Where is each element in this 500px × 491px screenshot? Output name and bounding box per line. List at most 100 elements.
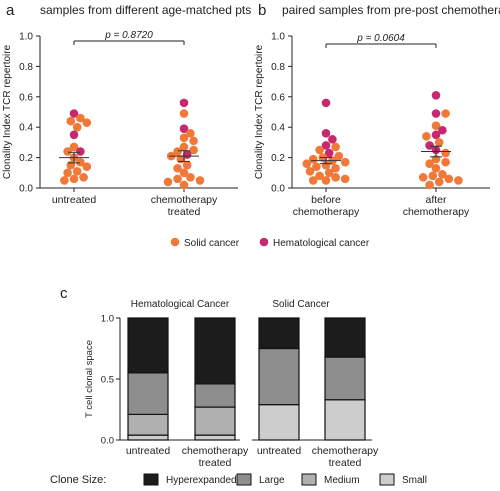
cancer-type-legend: Solid cancer Hematological cancer <box>170 237 370 249</box>
hematological-point <box>69 109 79 118</box>
group-title: Hematological Cancer <box>131 299 230 310</box>
y-tick-label: 0.8 <box>19 62 33 73</box>
solid-point <box>321 160 331 170</box>
solid-point <box>441 157 450 167</box>
y-tick-label: 0.0 <box>101 436 114 447</box>
x-tick-label: chemotherapy <box>151 194 218 206</box>
x-tick-label: chemotherapy <box>182 445 249 457</box>
hematological-point <box>321 141 331 150</box>
hematological-point <box>69 130 79 140</box>
hematological-point <box>179 124 189 134</box>
x-tick-label: untreated <box>52 194 97 206</box>
panel-b-title: paired samples from pre-post chemotherap… <box>282 3 500 17</box>
solid-point <box>173 163 182 173</box>
solid-point <box>63 147 72 156</box>
hematological-point <box>328 135 337 144</box>
x-tick-label: untreated <box>126 445 171 457</box>
hematological-point <box>179 98 189 108</box>
solid-point <box>340 157 350 167</box>
solid-point <box>195 176 205 185</box>
bar-segment-small <box>258 404 300 441</box>
solid-point <box>186 128 195 138</box>
y-tick-label: 0.6 <box>19 92 33 103</box>
legend-label: Medium <box>324 475 360 486</box>
solid-point <box>76 113 85 123</box>
y-axis-label: Clonality Index TCR repertoire <box>254 44 265 179</box>
solid-point <box>315 171 324 181</box>
bar-segment-large <box>324 356 366 401</box>
y-tick-label: 0.4 <box>271 123 285 134</box>
solid-point <box>444 174 454 184</box>
hematological-point <box>431 130 441 140</box>
group-title: Solid Cancer <box>272 299 330 310</box>
hematological-point <box>431 90 441 100</box>
solid-point <box>182 160 192 170</box>
panel-letter-b: b <box>258 2 266 19</box>
hematological-point <box>321 128 331 138</box>
bar-segment-small <box>324 399 366 441</box>
legend-dot <box>170 237 180 247</box>
bar-segment-hyperexpanded <box>324 317 366 358</box>
solid-point <box>331 142 340 152</box>
bar-segment-large <box>258 347 300 406</box>
pvalue-label: p = 0.0604 <box>356 33 405 44</box>
solid-point <box>82 162 92 172</box>
y-tick-label: 0.0 <box>19 184 33 195</box>
solid-point <box>179 142 189 152</box>
legend-dot <box>259 237 269 247</box>
y-axis-label: Clonality Index TCR repertoire <box>2 44 13 179</box>
hematological-point <box>324 148 334 158</box>
solid-point <box>308 176 318 185</box>
y-tick-label: 0.8 <box>271 62 285 73</box>
y-tick-label: 0.6 <box>271 92 285 103</box>
x-tick-label: treated <box>199 457 232 469</box>
hematological-point <box>321 98 331 108</box>
bar-segment-small <box>194 434 236 441</box>
panel-letter-c: c <box>60 285 68 302</box>
bar-segment-small <box>127 434 169 441</box>
x-tick-label: treated <box>168 206 201 218</box>
solid-point <box>441 148 450 158</box>
y-tick-label: 0.2 <box>19 153 33 164</box>
solid-point <box>312 162 321 172</box>
solid-point <box>305 166 315 176</box>
solid-point <box>438 170 447 179</box>
y-tick-label: 0.5 <box>101 375 114 386</box>
y-axis-label: T cell clonal space <box>84 340 95 418</box>
solid-point <box>321 176 331 185</box>
solid-point <box>302 159 312 168</box>
solid-point <box>179 168 189 178</box>
bar-segment-hyperexpanded <box>127 317 169 374</box>
solid-point <box>441 109 450 118</box>
hematological-point <box>182 150 192 159</box>
solid-point <box>189 136 198 146</box>
panel-a-title: samples from different age-matched pts <box>40 3 251 17</box>
solid-point <box>340 174 350 184</box>
y-tick-label: 1.0 <box>101 314 114 325</box>
solid-point <box>69 142 79 152</box>
hematological-point <box>425 141 434 150</box>
legend-dot-label: Solid cancer <box>184 238 240 249</box>
legend-swatch <box>379 473 395 486</box>
solid-point <box>76 157 85 167</box>
solid-point <box>179 133 189 143</box>
x-tick-label: chemotherapy <box>312 445 379 457</box>
solid-point <box>431 163 441 173</box>
solid-point <box>425 159 434 168</box>
solid-point <box>173 174 182 184</box>
solid-point <box>434 177 444 187</box>
legend-swatch <box>236 473 252 486</box>
bar-segment-hyperexpanded <box>258 317 300 350</box>
solid-point <box>63 168 72 178</box>
solid-point <box>334 151 344 161</box>
panel-c-stacked-bars: 0.0 0.5 1.0 T cell clonal space Hematologica… <box>84 299 379 469</box>
x-tick-label: chemotherapy <box>403 206 470 218</box>
legend-label: Large <box>259 475 285 486</box>
solid-point <box>66 116 76 126</box>
solid-point <box>418 173 428 182</box>
solid-point <box>308 154 318 164</box>
legend-swatch <box>143 473 159 486</box>
legend-title: Clone Size: <box>50 474 106 486</box>
bar-segment-hyperexpanded <box>194 317 236 385</box>
